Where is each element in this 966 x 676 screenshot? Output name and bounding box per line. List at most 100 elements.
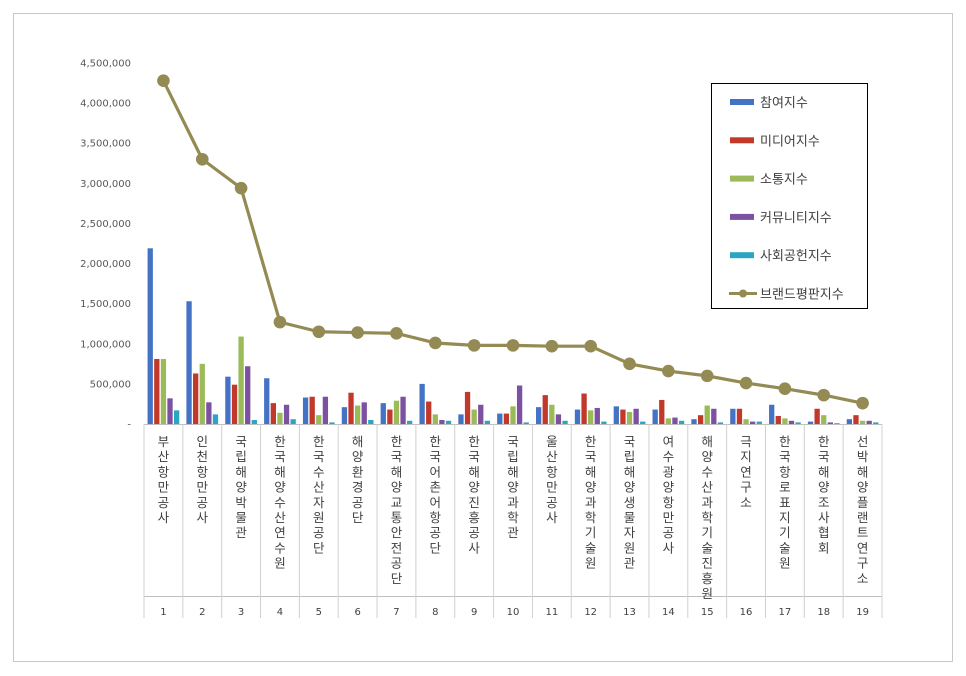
legend-label: 참여지수 <box>760 96 808 111</box>
bar <box>743 419 749 424</box>
y-tick-label: 1,000,000 <box>80 339 131 350</box>
line-point <box>312 325 326 339</box>
rank-label: 13 <box>623 607 636 618</box>
bar <box>542 395 548 424</box>
legend-swatch <box>730 213 754 220</box>
bar <box>613 406 619 424</box>
bar <box>445 420 452 424</box>
bar <box>387 409 393 424</box>
legend-label: 소통지수 <box>760 173 808 188</box>
bar <box>368 419 374 424</box>
bar <box>678 420 685 424</box>
rank-label: 9 <box>471 607 477 618</box>
legend-label: 미디어지수 <box>760 134 820 149</box>
rank-label: 5 <box>316 607 322 618</box>
line-point <box>545 339 559 353</box>
bar <box>873 422 879 424</box>
line-point <box>157 74 170 87</box>
bar <box>659 399 665 424</box>
legend-label: 커뮤니티지수 <box>760 211 832 226</box>
bar <box>574 409 581 424</box>
bar <box>859 420 866 424</box>
rank-label: 8 <box>432 607 438 618</box>
bar <box>516 385 523 424</box>
bar <box>478 404 484 424</box>
bars <box>147 248 879 424</box>
bar <box>633 408 639 424</box>
y-tick-label: 4,000,000 <box>80 99 131 110</box>
line-point <box>623 357 636 371</box>
bar <box>717 422 724 424</box>
x-axis: 부 산 항 만 공 사 1 인 천 항 만 공 사 2 국 립 해 양 박 물 관 3 한 국 해 양 수 산 연 수 원 4 한 국 수 산 자 원 공 단… <box>143 424 883 618</box>
rank-label: 1 <box>160 607 166 618</box>
bar <box>264 378 270 424</box>
rank-label: 11 <box>545 607 558 618</box>
line-point <box>351 326 364 339</box>
bar <box>853 415 859 424</box>
bar <box>672 417 678 424</box>
line-point <box>429 336 442 350</box>
bar <box>484 420 491 424</box>
rank-label: 4 <box>277 607 283 618</box>
bar <box>562 420 568 424</box>
bar <box>471 409 477 424</box>
bar <box>555 414 562 424</box>
bar <box>316 415 322 424</box>
line-point <box>856 396 869 410</box>
bar <box>866 420 872 424</box>
bar <box>601 421 607 424</box>
rank-label: 12 <box>584 607 597 618</box>
bar <box>270 403 276 424</box>
bar <box>697 415 704 424</box>
line-point <box>506 339 520 352</box>
bar <box>711 408 717 424</box>
line-point <box>195 152 209 166</box>
bar <box>594 407 600 424</box>
bar <box>393 400 400 424</box>
rank-label: 14 <box>662 607 675 618</box>
line-point <box>700 369 714 383</box>
bar <box>846 419 853 424</box>
rank-label: 6 <box>354 607 360 618</box>
bar <box>432 414 438 424</box>
bar <box>439 419 445 424</box>
bar <box>736 408 743 424</box>
bar <box>322 396 329 424</box>
bar <box>277 412 283 424</box>
rank-label: 7 <box>393 607 399 618</box>
bar <box>160 359 167 424</box>
bar <box>535 407 542 424</box>
y-tick-label: 500,000 <box>90 379 131 390</box>
bar <box>380 403 386 424</box>
bar <box>691 419 697 424</box>
bar <box>769 404 775 424</box>
bar <box>652 409 658 424</box>
bar <box>775 415 781 424</box>
rank-label: 10 <box>507 607 520 618</box>
bar <box>173 410 180 424</box>
bar <box>329 422 335 424</box>
rank-label: 19 <box>856 607 869 618</box>
bar <box>348 392 354 424</box>
bar <box>464 391 471 424</box>
bar <box>302 397 309 424</box>
bar <box>147 248 153 424</box>
line-point <box>467 339 481 352</box>
legend-swatch <box>730 175 754 182</box>
brand-index-line <box>157 74 869 410</box>
legend-swatch <box>730 252 754 259</box>
bar <box>795 422 801 424</box>
bar <box>206 402 212 424</box>
line-point <box>273 315 287 329</box>
